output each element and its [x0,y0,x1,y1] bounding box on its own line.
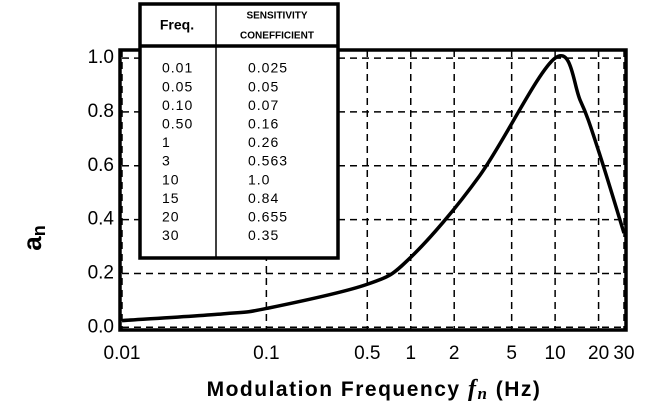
x-tick-label: 30 [613,343,634,364]
x-label-sub: n [477,384,488,403]
x-label-var: f [468,376,478,402]
table-cell: 0.01 [162,60,193,76]
table-cell: 1.0 [248,171,270,187]
y-axis-label: an [17,225,49,250]
x-tick-label: 0.1 [253,343,279,364]
y-tick-label: 0.2 [88,262,114,283]
x-label-unit: (Hz) [488,378,541,401]
table-cell: 20 [162,209,180,225]
table-cell: 0.16 [248,116,279,132]
x-tick-label: 1 [405,343,416,364]
table-cell: 0.05 [248,78,279,94]
table-cell: 3 [162,153,171,169]
table-header: SENSITIVITY [246,11,307,22]
x-tick-label: 20 [588,343,609,364]
plot-frame [118,48,628,332]
table-cell: 0.655 [248,209,288,225]
x-axis-label: Modulation Frequency fn (Hz) [207,376,542,403]
x-tick-label: 0.01 [104,343,141,364]
y-label-main: a [17,236,47,251]
table-cell: 0.50 [162,116,193,132]
table-cell: 30 [162,227,180,243]
y-tick-label: 0.6 [88,155,114,176]
x-tick-label: 10 [545,343,566,364]
y-tick-label: 0.4 [88,209,115,230]
table-cell: 0.025 [248,60,288,76]
y-tick-label: 0.8 [88,101,114,122]
table-header: Freq. [160,17,194,33]
table-cell: 15 [162,190,180,206]
x-tick-label: 5 [506,343,517,364]
table-cell: 0.35 [248,227,279,243]
table-cell: 0.84 [248,190,279,206]
y-tick-label: 0.0 [88,316,114,337]
table-cell: 0.26 [248,134,279,150]
table-cell: 10 [162,171,180,187]
y-tick-label: 1.0 [88,47,114,68]
line-series [121,54,626,323]
table-cell: 0.07 [248,97,279,113]
table-cell: 0.563 [248,153,288,169]
x-tick-label: 2 [449,343,460,364]
x-tick-label: 0.5 [354,343,380,364]
x-label-text: Modulation Frequency [207,378,468,401]
table-cell: 0.10 [162,97,193,113]
table-header: CONEFFICIENT [240,31,314,42]
y-label-sub: n [29,225,49,236]
table-cell: 1 [162,134,171,150]
table-cell: 0.05 [162,78,193,94]
